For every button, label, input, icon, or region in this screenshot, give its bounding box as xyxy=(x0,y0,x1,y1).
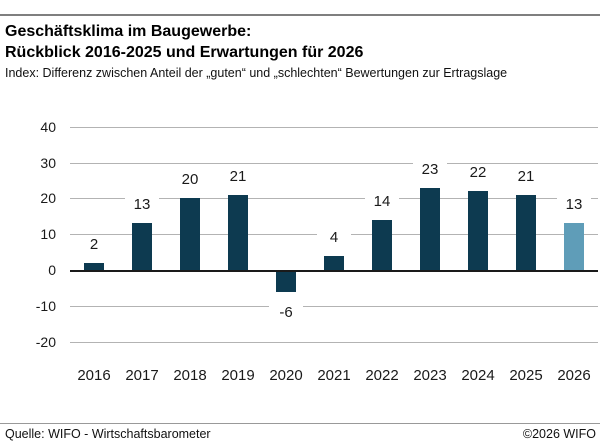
bar-2026 xyxy=(564,223,584,271)
x-tick-label-2023: 2023 xyxy=(413,367,447,384)
bar-value-label: 22 xyxy=(461,164,495,183)
bar-value-label: 4 xyxy=(317,228,351,247)
x-tick-label-2026: 2026 xyxy=(557,367,591,384)
chart-title-line1: Geschäftsklima im Baugewerbe: xyxy=(5,23,252,40)
bar-2024 xyxy=(468,191,488,271)
zero-axis-line xyxy=(70,270,598,272)
gridline-30 xyxy=(70,163,598,164)
gridline--10 xyxy=(70,306,598,307)
bar-2020 xyxy=(276,272,296,293)
x-tick-label-2018: 2018 xyxy=(173,367,207,384)
y-tick-label: 40 xyxy=(40,119,56,135)
bar-value-label: 2 xyxy=(77,235,111,254)
y-tick-label: 10 xyxy=(40,226,56,242)
x-tick-label-2016: 2016 xyxy=(77,367,111,384)
x-tick-label-2019: 2019 xyxy=(221,367,255,384)
plot-area: 2 2016 13 2017 20 2018 21 2019 -6 2020 4 2021 14 2022… xyxy=(70,0,598,443)
gridline-40 xyxy=(70,127,598,128)
x-tick-label-2021: 2021 xyxy=(317,367,351,384)
bar-value-label: 14 xyxy=(365,192,399,211)
bar-2017 xyxy=(132,223,152,271)
bar-2022 xyxy=(372,219,392,271)
bar-value-label: 13 xyxy=(557,196,591,215)
x-tick-label-2020: 2020 xyxy=(269,367,303,384)
x-tick-label-2024: 2024 xyxy=(461,367,495,384)
chart-subtitle: Index: Differenz zwischen Anteil der „gu… xyxy=(5,66,508,80)
x-tick-label-2025: 2025 xyxy=(509,367,543,384)
x-tick-label-2022: 2022 xyxy=(365,367,399,384)
gridline--20 xyxy=(70,342,598,343)
bar-2023 xyxy=(420,187,440,271)
bar-2019 xyxy=(228,194,248,271)
y-tick-label: -10 xyxy=(35,298,56,314)
bar-2021 xyxy=(324,255,344,271)
bar-value-label: 21 xyxy=(221,167,255,186)
top-divider xyxy=(0,14,600,16)
y-tick-label: 20 xyxy=(40,190,56,206)
x-tick-label-2017: 2017 xyxy=(125,367,159,384)
bar-value-label: 20 xyxy=(173,171,207,190)
bar-2025 xyxy=(516,194,536,271)
bar-value-label: 21 xyxy=(509,167,543,186)
bar-value-label: -6 xyxy=(269,304,303,323)
y-tick-label: -20 xyxy=(35,334,56,350)
chart-title-line2: Rückblick 2016-2025 und Erwartungen für … xyxy=(5,44,364,61)
copyright-note: ©2026 WIFO xyxy=(522,427,596,441)
bar-2016 xyxy=(84,262,104,271)
y-tick-label: 30 xyxy=(40,155,56,171)
bar-value-label: 23 xyxy=(413,160,447,179)
bar-2018 xyxy=(180,198,200,271)
source-note: Quelle: WIFO - Wirtschaftsbarometer xyxy=(5,427,211,441)
y-tick-label: 0 xyxy=(48,262,56,278)
footer-divider xyxy=(0,423,600,424)
bar-value-label: 13 xyxy=(125,196,159,215)
gridline-20 xyxy=(70,198,598,199)
